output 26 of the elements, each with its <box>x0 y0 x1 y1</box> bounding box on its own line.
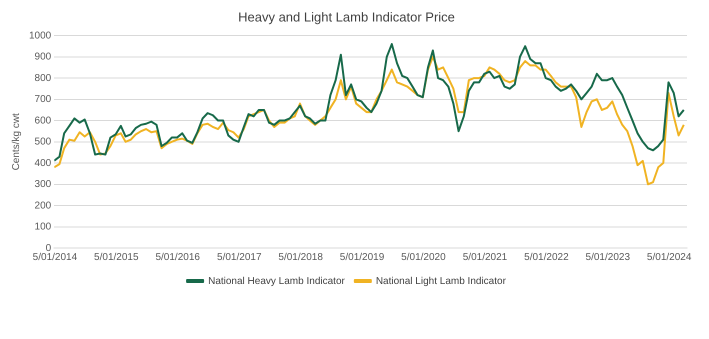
y-tick-label: 200 <box>34 200 52 212</box>
x-tick-label: 5/01/2022 <box>524 252 570 263</box>
y-tick-label: 900 <box>34 52 52 63</box>
x-tick-label: 5/01/2020 <box>401 252 446 263</box>
x-tick-label: 5/01/2015 <box>94 252 139 263</box>
y-tick-label: 500 <box>34 136 52 148</box>
y-tick-label: 600 <box>34 115 52 126</box>
chart-title: Heavy and Light Lamb Indicator Price <box>238 9 455 24</box>
y-tick-label: 0 <box>46 242 52 254</box>
y-axis-title: Cents/kg cwt <box>10 112 22 170</box>
y-tick-label: 100 <box>34 222 52 233</box>
y-tick-label: 1000 <box>28 30 52 42</box>
legend-label: National Light Lamb Indicator <box>376 276 507 287</box>
y-tick-label: 700 <box>34 94 52 106</box>
x-tick-label: 5/01/2017 <box>217 252 262 263</box>
x-tick-label: 5/01/2023 <box>586 252 630 263</box>
x-tick-label: 5/01/2014 <box>32 252 78 263</box>
x-tick-label: 5/01/2018 <box>278 252 324 263</box>
x-tick-label: 5/01/2019 <box>340 252 385 263</box>
x-tick-label: 5/01/2024 <box>646 252 692 263</box>
y-tick-label: 800 <box>34 72 52 84</box>
y-tick-label: 300 <box>34 179 52 190</box>
legend-label: National Heavy Lamb Indicator <box>208 276 346 287</box>
x-tick-label: 5/01/2016 <box>155 252 200 263</box>
y-tick-label: 400 <box>34 158 52 169</box>
x-tick-label: 5/01/2021 <box>462 252 508 263</box>
